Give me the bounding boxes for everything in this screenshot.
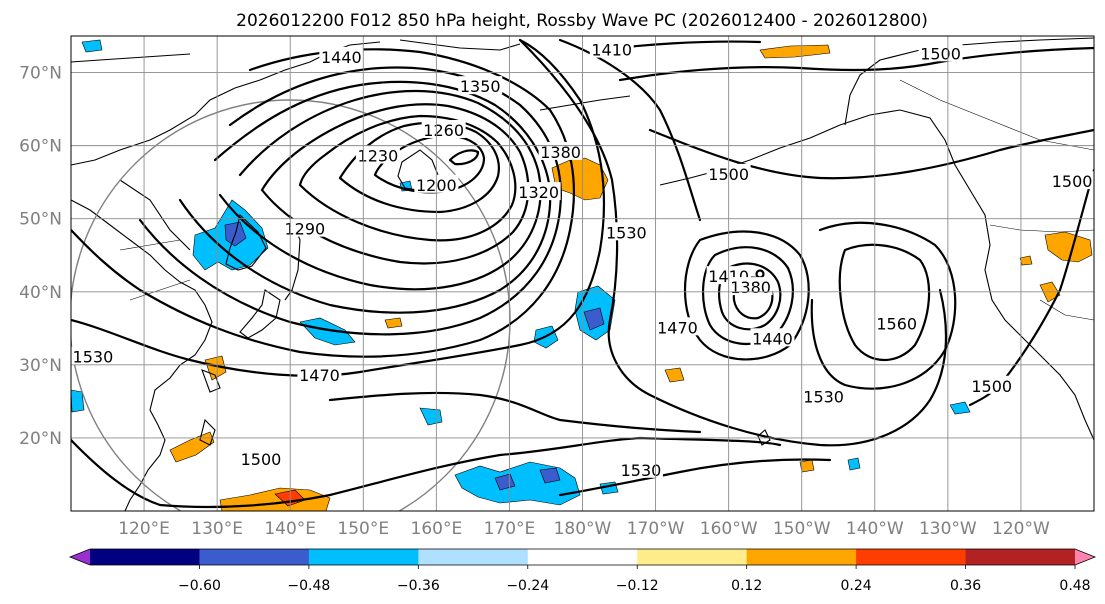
lon-tick-label: 130°W [919,519,977,539]
map-title: 2026012200 F012 850 hPa height, Rossby W… [236,11,928,31]
contour-label: 1530 [621,461,662,480]
colorbar-segment [308,549,419,565]
contour-label: 1260 [423,121,464,140]
lat-tick-label: 20°N [19,429,62,449]
lat-tick-label: 30°N [19,356,62,376]
contour-label-bg [319,46,364,65]
contour-label: 1230 [358,147,399,166]
colorbar-segment [90,549,200,565]
contour-label: 1350 [460,77,501,96]
colorbar-tick-label: −0.36 [397,578,440,594]
lon-tick-label: 140°E [264,519,316,539]
colorbar: −0.60 −0.48 −0.36 −0.24 −0.12 0.12 0.24 0.36 0.4… [68,548,1097,594]
negative-anomaly-patches [71,39,971,506]
contour-label-bg [355,145,400,164]
contour-label-bg [969,375,1014,394]
colorbar-tick-label: 0.24 [841,578,872,594]
contour-label-bg [918,43,963,62]
contour-label-bg [538,141,583,160]
contour-label: 1500 [971,377,1012,396]
contour-label-bg [458,76,503,95]
contour-label: 1500 [1052,172,1093,191]
contour-label-bg [1050,171,1094,190]
colorbar-segment [418,549,529,565]
colorbar-tick-label: −0.60 [178,578,221,594]
contour-label-bg [71,346,115,365]
colorbar-segment [746,549,857,565]
colorbar-extend-low [70,549,90,565]
contour-label: 1530 [803,388,844,407]
colorbar-tick-label: −0.48 [287,578,330,594]
colorbar-extend-high [1075,549,1095,565]
colorbar-segment [199,549,310,565]
contour-label-bg [297,364,342,383]
colorbar-tick-label: 0.36 [950,578,981,594]
colorbar-tick-label: −0.24 [506,578,549,594]
colorbar-segment [856,549,967,565]
contour-label-bg [728,277,773,296]
contour-label-bg [238,448,283,467]
contour-label: 1500 [241,450,282,469]
lat-tick-label: 60°N [19,137,62,157]
contour-label-bg [516,182,561,201]
contour-label: 1560 [876,315,917,334]
lon-tick-label: 150°W [773,519,831,539]
colorbar-tick-label: −0.12 [616,578,659,594]
colorbar-tick-label: 0.48 [1059,578,1090,594]
colorbar-segment [965,549,1076,565]
lon-tick-label: 120°W [992,519,1050,539]
lon-tick-label: 170°E [484,519,536,539]
colorbar-segment [637,549,748,565]
lon-tick-label: 120°E [118,519,170,539]
colorbar-tick-label: 0.12 [731,578,762,594]
contour-label: 1380 [730,278,771,297]
lon-tick-label: 160°E [411,519,463,539]
lat-tick-label: 70°N [19,64,62,84]
lon-tick-label: 130°E [191,519,243,539]
contour-label-bg [750,328,795,347]
longitude-labels: 120°E 130°E 140°E 150°E 160°E 170°E 180°W 170°W… [118,519,1050,539]
contour-label: 1290 [284,220,325,239]
lat-tick-label: 50°N [19,210,62,230]
lon-tick-label: 150°E [337,519,389,539]
contour-label-bg [618,459,663,478]
contour-label-bg [874,313,919,332]
contour-label-bg [604,222,649,241]
lon-tick-label: 180°W [554,519,612,539]
contour-label: 1470 [299,366,340,385]
contour-label-bg [282,218,327,237]
contour-label: 1380 [540,143,581,162]
contour-label: 1500 [920,44,961,63]
coastlines [71,37,1094,511]
lat-tick-label: 40°N [19,283,62,303]
contour-label-bg [589,39,634,58]
country-borders [119,79,1094,321]
lon-tick-label: 160°W [700,519,758,539]
lon-tick-label: 140°W [846,519,904,539]
contour-label: 1320 [518,183,559,202]
graticule [71,36,1094,511]
contour-label: 1530 [73,348,114,367]
lon-tick-label: 170°W [627,519,685,539]
contour-label: 1530 [606,223,647,242]
latitude-labels: 70°N 60°N 50°N 40°N 30°N 20°N [19,64,62,449]
contour-label-bg [421,120,466,138]
contour-label-bg [801,386,846,405]
colorbar-segment [527,549,638,565]
map-frame [70,35,1095,512]
contour-label: 1440 [752,329,793,348]
contour-label: 1440 [321,48,362,67]
contour-label: 1470 [657,318,698,337]
contour-label-bg [655,317,700,336]
contour-label: 1410 [591,41,632,60]
